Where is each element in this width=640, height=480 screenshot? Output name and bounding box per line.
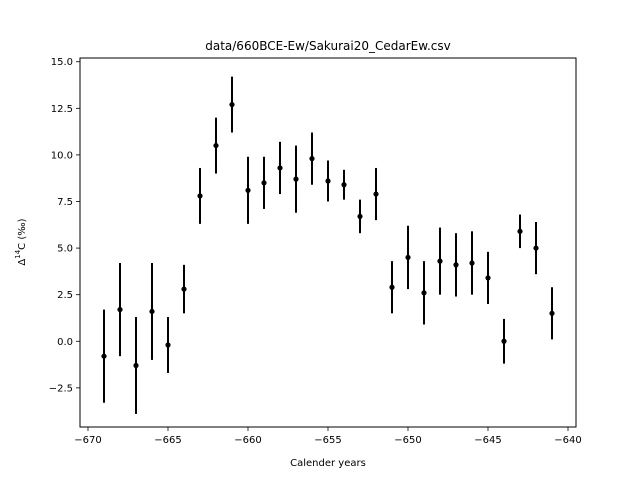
y-axis-label-superscript: 14 — [14, 249, 22, 258]
data-point — [149, 308, 155, 315]
y-tick-label: 5.0 — [57, 244, 73, 255]
x-tick-label: −660 — [234, 435, 261, 446]
data-point — [389, 284, 395, 290]
plot-area: −670 −665 −660 −655 −650 −645 −640 −2.5 0.0 2.5 5.… — [49, 57, 582, 446]
x-tick-label: −655 — [314, 435, 341, 446]
x-tick-label: −665 — [154, 435, 181, 446]
axes-frame — [79, 57, 577, 428]
data-point — [549, 310, 555, 316]
y-tick-label: 0.0 — [57, 337, 73, 348]
y-tick-label: 2.5 — [57, 290, 73, 301]
y-tick-label: 10.0 — [51, 150, 73, 161]
data-point — [101, 353, 107, 359]
data-point — [453, 262, 459, 268]
x-tick-label: −650 — [394, 435, 421, 446]
data-point — [277, 165, 283, 171]
x-tick-label: −640 — [554, 435, 581, 446]
data-point — [133, 362, 139, 369]
y-tick-label: 15.0 — [51, 57, 73, 68]
y-axis-label-unit: C (‰) — [17, 218, 28, 249]
y-tick-label: −2.5 — [49, 383, 73, 394]
data-point — [213, 142, 219, 149]
data-point — [517, 228, 523, 234]
data-point — [501, 338, 507, 344]
chart-title: data/660BCE-Ew/Sakurai20_CedarEw.csv — [205, 39, 451, 53]
data-point — [117, 306, 123, 313]
data-point — [293, 176, 299, 182]
data-point — [229, 101, 235, 108]
data-point — [373, 191, 379, 197]
data-point — [325, 178, 331, 184]
data-point — [437, 258, 443, 264]
x-tick-label: −670 — [74, 435, 101, 446]
data-point — [309, 156, 315, 162]
x-axis-label: Calender years — [290, 458, 366, 469]
data-point — [197, 193, 203, 199]
data-point — [181, 286, 187, 292]
y-axis-label-delta: Δ — [17, 259, 28, 266]
data-point — [469, 260, 475, 266]
data-point — [341, 182, 347, 188]
data-point — [261, 180, 267, 186]
x-tick-label: −645 — [474, 435, 501, 446]
data-point — [533, 245, 539, 251]
data-point — [357, 213, 363, 220]
data-point — [405, 254, 411, 261]
y-tick-label: 7.5 — [57, 197, 73, 208]
data-point — [485, 275, 491, 281]
data-point — [245, 187, 251, 193]
data-point — [165, 342, 171, 348]
y-tick-label: 12.5 — [51, 104, 73, 115]
data-point — [421, 290, 427, 296]
y-axis-label: Δ14C (‰) — [14, 218, 28, 265]
